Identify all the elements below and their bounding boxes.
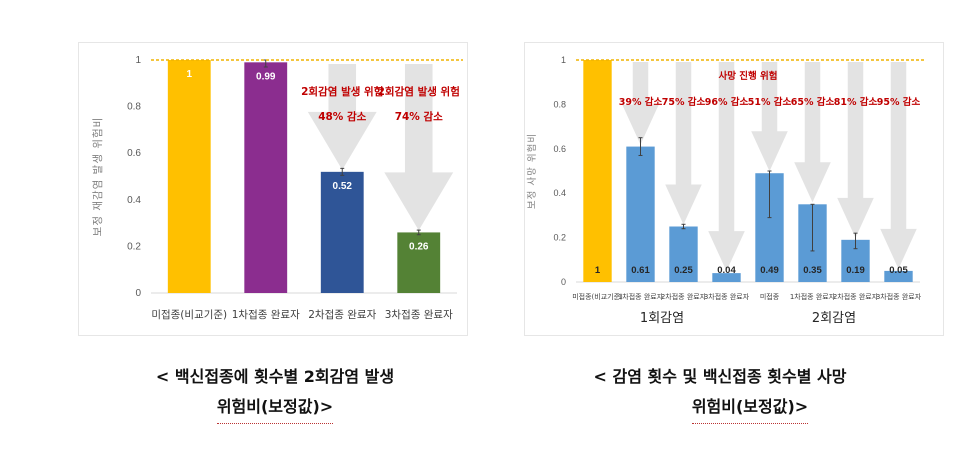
annotation-line: 2회감염 발생 위험 [378, 85, 460, 98]
bar [244, 62, 288, 293]
data-label: 0.49 [760, 265, 779, 276]
reduction-arrow [794, 62, 831, 203]
data-label: 0.26 [409, 241, 429, 252]
y-tick-label: 0.4 [553, 188, 566, 198]
y-tick-label: 0.8 [553, 99, 566, 109]
y-axis-label: 보정 사망 위험비 [526, 133, 538, 209]
y-tick-label: 1 [561, 55, 566, 65]
death-chart-panel: 0 0.2 0.4 0.6 0.8 1 보정 사망 위험비 1 0.61 0.25 0.04 0.49… [524, 42, 944, 336]
data-label: 0.25 [674, 265, 693, 276]
reduction-arrow [708, 62, 745, 272]
annotation-line: 74% 감소 [395, 111, 443, 123]
reduction-arrow [665, 62, 702, 225]
reduction-arrow [384, 64, 454, 231]
top-note: 사망 진행 위험 [718, 70, 777, 82]
reduction-arrow [307, 64, 377, 170]
reduction-label: 81% 감소 [834, 96, 878, 108]
reduction-label: 65% 감소 [791, 96, 835, 108]
caption-left: < 백신접종에 횟수별 2회감염 발생 위험비(보정값)> [120, 362, 430, 424]
reinfection-risk-chart: 0 0.2 0.4 0.6 0.8 1 보정 재감염 발생 위험비 1 0.99 0.52 0.26… [91, 55, 463, 321]
x-tick-label: 1차접종 완료자 [790, 292, 836, 301]
y-tick-label: 0.2 [127, 241, 141, 252]
x-tick-label: 3차접종 완료자 [876, 292, 922, 301]
y-tick-label: 0.6 [127, 148, 141, 159]
caption-right: < 감염 횟수 및 백신접종 횟수별 사망 위험비(보정값)> [548, 362, 892, 424]
data-label: 1 [186, 69, 192, 80]
y-tick-label: 0.6 [553, 144, 566, 154]
y-tick-label: 1 [135, 55, 141, 66]
x-tick-label: 1차접종 완료자 [618, 292, 664, 301]
y-tick-label: 0.8 [127, 102, 141, 113]
data-label: 0.19 [846, 265, 865, 276]
data-label: 0.99 [256, 71, 276, 82]
data-label: 0.52 [333, 181, 353, 192]
caption-right-line1: < 감염 횟수 및 백신접종 횟수별 사망 [593, 367, 847, 386]
reduction-arrow [751, 62, 788, 172]
bar [583, 60, 612, 282]
x-tick-label: 미접종 [760, 292, 780, 301]
bar [884, 270, 913, 282]
x-tick-label: 1차접종 완료자 [232, 308, 300, 321]
data-label: 0.05 [889, 265, 908, 276]
bar [626, 146, 655, 282]
data-label: 1 [595, 265, 601, 276]
reduction-arrow [880, 62, 917, 269]
x-tick-label: 2차접종 완료자 [308, 308, 376, 321]
bar [320, 171, 364, 293]
reduction-label: 95% 감소 [877, 96, 921, 108]
annotation-line: 48% 감소 [318, 111, 366, 123]
y-axis-label: 보정 재감염 발생 위험비 [91, 117, 104, 237]
y-tick-label: 0.4 [127, 195, 141, 206]
bar [397, 232, 441, 293]
reduction-arrow [837, 62, 874, 238]
y-tick-label: 0 [561, 277, 566, 287]
data-label: 0.61 [631, 265, 650, 276]
reinfection-chart-panel: 0 0.2 0.4 0.6 0.8 1 보정 재감염 발생 위험비 1 0.99 0.52 0.26… [78, 42, 468, 336]
bar [167, 60, 211, 293]
x-tick-label: 2차접종 완료자 [833, 292, 879, 301]
caption-right-line2: 위험비(보정값)> [691, 392, 809, 424]
annotation-line: 2회감염 발생 위험 [301, 85, 383, 98]
x-tick-label: 3차접종 완료자 [385, 308, 453, 321]
x-tick-label: 3차접종 완료자 [704, 292, 750, 301]
data-label: 0.35 [803, 265, 822, 276]
group-label: 2회감염 [812, 311, 856, 326]
reduction-label: 75% 감소 [662, 96, 706, 108]
data-label: 0.04 [717, 265, 736, 276]
caption-left-line1: < 백신접종에 횟수별 2회감염 발생 [155, 367, 395, 386]
reduction-label: 96% 감소 [705, 96, 749, 108]
reduction-label: 39% 감소 [619, 96, 663, 108]
reduction-arrow [622, 62, 659, 145]
bar [669, 226, 698, 282]
y-tick-label: 0.2 [553, 233, 566, 243]
group-label: 1회감염 [640, 311, 684, 326]
caption-left-line2: 위험비(보정값)> [216, 392, 334, 424]
reduction-label: 51% 감소 [748, 96, 792, 108]
x-tick-label: 미접종(비교기준) [572, 292, 623, 301]
x-tick-label: 미접종(비교기준) [151, 309, 227, 321]
bar [712, 273, 741, 282]
death-risk-chart: 0 0.2 0.4 0.6 0.8 1 보정 사망 위험비 1 0.61 0.25 0.04 0.49… [526, 55, 926, 326]
x-tick-label: 2차접종 완료자 [661, 292, 707, 301]
y-tick-label: 0 [135, 288, 141, 299]
